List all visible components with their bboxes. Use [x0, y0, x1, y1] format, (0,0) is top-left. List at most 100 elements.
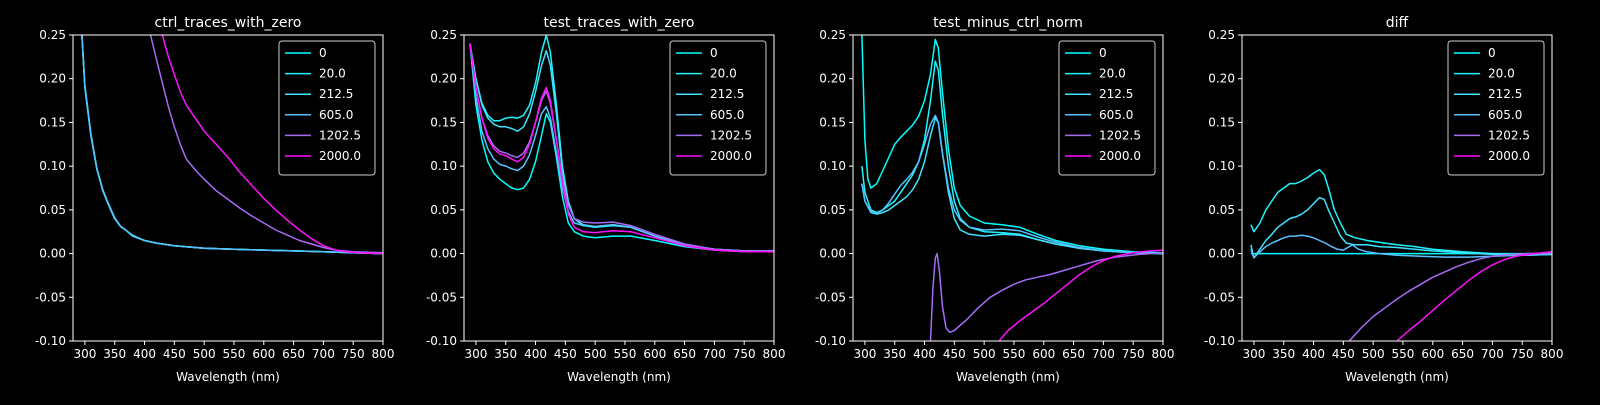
series-line	[1250, 234, 1552, 259]
y-tick-label: 0.25	[819, 28, 846, 42]
x-tick-label: 400	[133, 347, 156, 361]
series-line	[469, 43, 774, 252]
x-tick-label: 650	[1062, 347, 1085, 361]
legend-label: 20.0	[1488, 67, 1515, 81]
y-tick-label: 0.15	[1208, 115, 1235, 129]
legend-label: 2000.0	[1099, 149, 1141, 163]
series-line	[469, 43, 774, 253]
chart-title: ctrl_traces_with_zero	[155, 15, 302, 31]
series-line	[469, 43, 774, 252]
y-tick-label: 0.15	[39, 115, 66, 129]
legend-label: 1202.5	[1488, 128, 1530, 142]
series-lines	[861, 35, 1163, 341]
x-tick-label: 350	[103, 347, 126, 361]
y-tick-label: -0.05	[815, 290, 846, 304]
axes-frame	[72, 34, 384, 342]
legend-label: 212.5	[319, 87, 353, 101]
y-tick-label: -0.10	[426, 334, 457, 348]
x-tick-label: 800	[1152, 347, 1175, 361]
chart-title: test_traces_with_zero	[544, 15, 695, 31]
x-tick-label: 300	[1242, 347, 1265, 361]
y-tick-label: 0.00	[430, 247, 457, 261]
legend-label: 20.0	[1099, 67, 1126, 81]
chart-panel-1: 300 350 400 450 500 550 600 650 700 750 800 -0.10 -0…	[35, 15, 395, 384]
legend-label: 1202.5	[1099, 128, 1141, 142]
legend: 0 20.0 212.5 605.0 1202.5 2000.0	[1058, 40, 1156, 176]
y-tick-label: 0.10	[1208, 159, 1235, 173]
x-tick-label: 700	[1481, 347, 1504, 361]
x-tick-label: 650	[282, 347, 305, 361]
legend-frame	[278, 40, 376, 176]
x-tick-label: 300	[464, 347, 487, 361]
x-tick-label: 700	[312, 347, 335, 361]
chart-title: test_minus_ctrl_norm	[933, 15, 1083, 31]
y-tick-label: 0.15	[430, 115, 457, 129]
x-axis-label: Wavelength (nm)	[956, 370, 1060, 384]
legend-frame	[1447, 40, 1545, 176]
chart-title: diff	[1386, 15, 1409, 31]
x-tick-label: 750	[342, 347, 365, 361]
legend-frame	[669, 40, 767, 176]
legend: 0 20.0 212.5 605.0 1202.5 2000.0	[278, 40, 376, 176]
x-tick-label: 450	[554, 347, 577, 361]
y-tick-label: 0.20	[1208, 72, 1235, 86]
series-line	[929, 251, 1163, 341]
legend-label: 1202.5	[710, 128, 752, 142]
x-tick-label: 500	[584, 347, 607, 361]
series-line	[469, 43, 774, 253]
x-tick-label: 550	[1003, 347, 1026, 361]
y-tick-label: 0.05	[819, 203, 846, 217]
x-tick-label: 700	[703, 347, 726, 361]
axes-frame	[852, 34, 1164, 342]
x-tick-label: 750	[733, 347, 756, 361]
series-lines	[1250, 168, 1552, 341]
y-tick-label: -0.05	[1204, 290, 1235, 304]
x-tick-label: 400	[524, 347, 547, 361]
y-tick-label: -0.10	[815, 334, 846, 348]
legend-label: 2000.0	[319, 149, 361, 163]
legend-label: 1202.5	[319, 128, 361, 142]
legend-label: 0	[319, 46, 327, 60]
legend-label: 0	[1488, 46, 1496, 60]
x-tick-label: 300	[73, 347, 96, 361]
x-axis-label: Wavelength (nm)	[176, 370, 280, 384]
x-axis-label: Wavelength (nm)	[567, 370, 671, 384]
y-tick-label: 0.05	[1208, 203, 1235, 217]
x-tick-label: 600	[1032, 347, 1055, 361]
chart-panel-2: 300 350 400 450 500 550 600 650 700 750 800 -0.10 -0…	[426, 15, 786, 384]
legend-label: 2000.0	[710, 149, 752, 163]
series-line	[861, 35, 1163, 254]
series-line	[998, 249, 1163, 341]
x-tick-label: 750	[1122, 347, 1145, 361]
x-tick-label: 400	[1302, 347, 1325, 361]
series-line	[161, 35, 383, 255]
y-tick-label: 0.10	[430, 159, 457, 173]
y-tick-label: -0.10	[1204, 334, 1235, 348]
x-axis-label: Wavelength (nm)	[1345, 370, 1449, 384]
x-tick-label: 550	[1392, 347, 1415, 361]
y-tick-label: 0.05	[39, 203, 66, 217]
legend-label: 212.5	[1099, 87, 1133, 101]
y-tick-label: 0.25	[430, 28, 457, 42]
x-tick-label: 400	[913, 347, 936, 361]
legend-label: 212.5	[710, 87, 744, 101]
legend-label: 0	[1099, 46, 1107, 60]
y-tick-label: 0.20	[39, 72, 66, 86]
x-tick-label: 700	[1092, 347, 1115, 361]
legend-label: 0	[710, 46, 718, 60]
y-tick-label: 0.25	[39, 28, 66, 42]
x-tick-label: 350	[883, 347, 906, 361]
x-tick-label: 450	[943, 347, 966, 361]
legend-label: 2000.0	[1488, 149, 1530, 163]
series-lines	[81, 35, 383, 255]
y-tick-label: -0.10	[35, 334, 66, 348]
legend-label: 20.0	[319, 67, 346, 81]
x-tick-label: 500	[193, 347, 216, 361]
axes-frame	[1241, 34, 1553, 342]
series-lines	[469, 35, 774, 253]
x-tick-label: 350	[494, 347, 517, 361]
y-tick-label: 0.20	[430, 72, 457, 86]
series-line	[1250, 168, 1552, 257]
series-line	[1396, 251, 1552, 341]
